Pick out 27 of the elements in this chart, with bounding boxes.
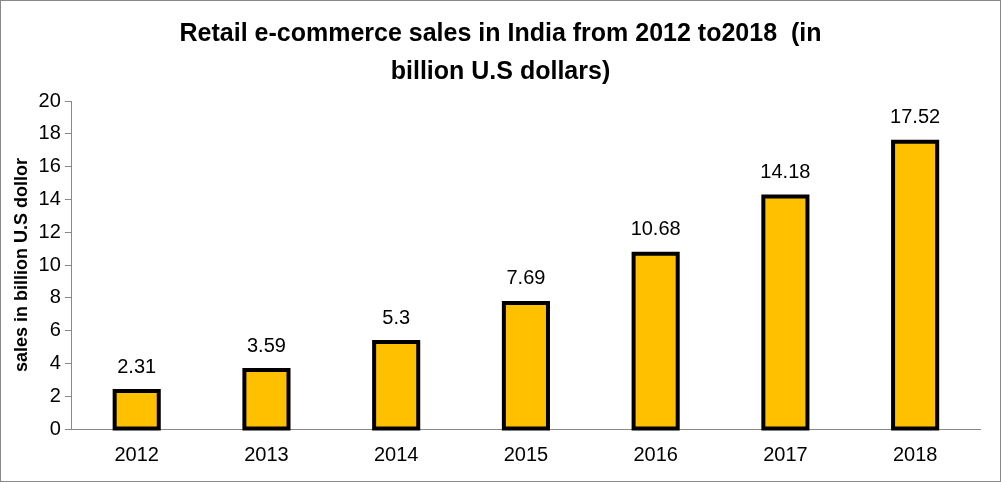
y-axis-title: sales in billion U.S dollor <box>10 157 31 373</box>
data-label: 17.52 <box>890 105 941 128</box>
x-tick-label: 2013 <box>244 442 289 465</box>
y-tick-label: 2 <box>49 383 61 406</box>
y-tick-label: 18 <box>38 121 61 144</box>
y-tick-label: 16 <box>38 154 61 177</box>
y-tick-label: 6 <box>49 318 61 341</box>
x-tick-label: 2017 <box>763 442 808 465</box>
data-label: 10.68 <box>630 217 681 240</box>
y-tick-label: 14 <box>38 186 61 209</box>
x-tick-label: 2012 <box>114 442 159 465</box>
data-label: 7.69 <box>506 266 546 289</box>
y-tick-label: 20 <box>38 88 61 111</box>
chart-title: Retail e-commerce sales in India from 2012 to2018 (in billion U.S dollars) <box>178 17 823 86</box>
y-tick-label: 4 <box>49 350 61 373</box>
x-tick-label: 2016 <box>633 442 678 465</box>
data-label: 3.59 <box>246 333 286 356</box>
y-tick-label: 12 <box>38 219 61 242</box>
y-tick-label: 0 <box>49 416 61 439</box>
y-tick-label: 8 <box>49 285 61 308</box>
x-tick-label: 2018 <box>892 442 938 465</box>
data-label: 2.31 <box>117 354 157 377</box>
data-label: 5.3 <box>382 305 411 328</box>
x-tick-label: 2015 <box>503 442 549 465</box>
y-tick-label: 10 <box>38 252 61 275</box>
data-label: 14.18 <box>760 159 811 182</box>
x-tick-label: 2014 <box>373 442 419 465</box>
